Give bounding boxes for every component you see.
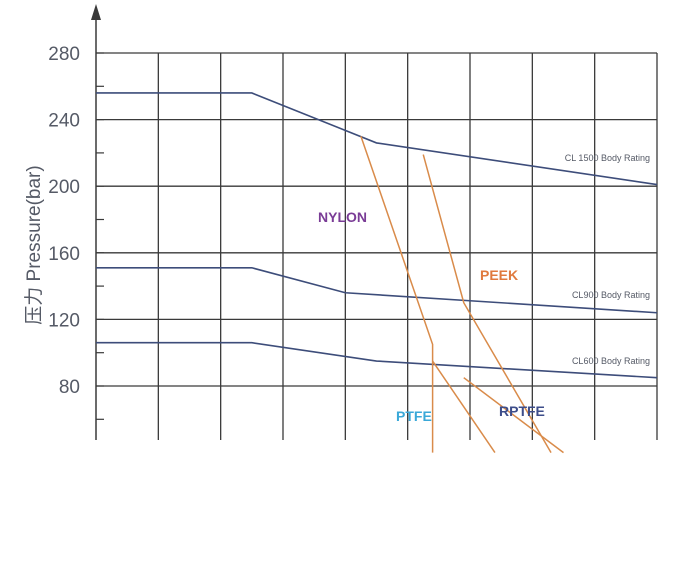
series-line-cl600-body-rating: [96, 341, 658, 379]
rating-label: CL900 Body Rating: [572, 290, 650, 300]
series-labels: CL 1500 Body Rating CL900 Body Rating CL60…: [318, 153, 650, 424]
rating-label: CL 1500 Body Rating: [565, 153, 650, 163]
series-line-ptfe: [431, 360, 496, 454]
y-axis-arrow-icon: [91, 4, 101, 20]
series-line-nylon: [360, 136, 434, 453]
rating-label: CL600 Body Rating: [572, 356, 650, 366]
y-tick-label: 160: [48, 244, 80, 265]
y-tick-label: 240: [48, 111, 80, 132]
series-line-peek: [422, 154, 552, 453]
material-label-rptfe: RPTFE: [499, 403, 545, 419]
grid: [96, 52, 658, 440]
y-tick-label: 280: [48, 44, 80, 65]
y-axis-title: 压力 Pressure(bar): [23, 165, 45, 324]
series-line-cl-1500-body-rating: [96, 92, 658, 186]
series-lines: [96, 92, 658, 454]
axes: [91, 4, 101, 440]
material-label-ptfe: PTFE: [396, 408, 432, 424]
series-line-rptfe: [463, 377, 564, 454]
y-tick-label: 120: [48, 310, 80, 331]
y-tick-label: 200: [48, 177, 80, 198]
y-tick-labels: 80 120 160 200 240 280: [48, 44, 80, 398]
series-line-cl900-body-rating: [96, 266, 658, 314]
y-tick-label: 80: [59, 377, 80, 398]
material-label-nylon: NYLON: [318, 209, 367, 225]
material-label-peek: PEEK: [480, 267, 518, 283]
